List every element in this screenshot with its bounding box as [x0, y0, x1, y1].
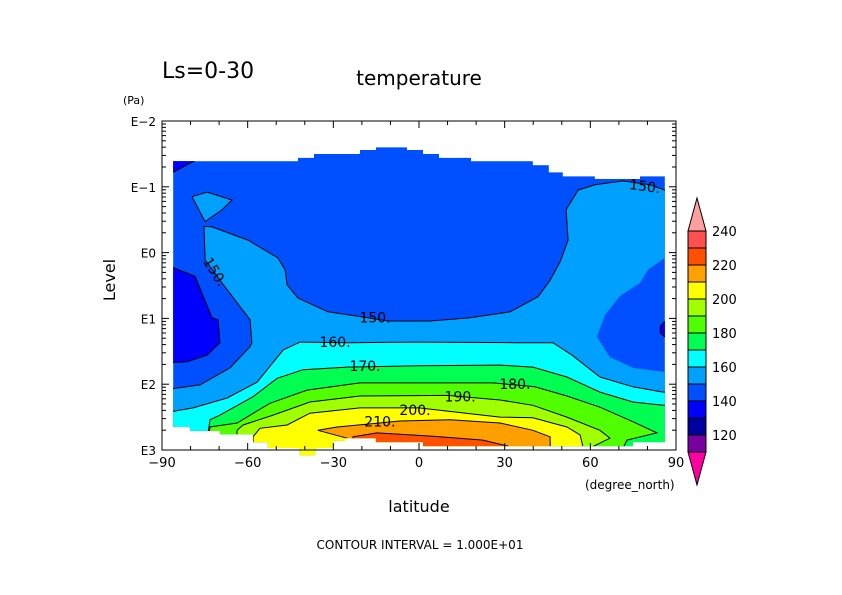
contour-label: 160.: [319, 335, 350, 351]
contour-label: 150.: [359, 311, 390, 327]
colorbar-extend-below: [687, 451, 707, 487]
y-tick-label: E−2: [131, 115, 156, 129]
contour-band-130-140: [173, 263, 220, 364]
contour-line: [659, 321, 665, 338]
contour-lines: [173, 160, 665, 456]
colorbar-box-110-120: [687, 434, 707, 453]
colorbar-box-160-170: [687, 349, 707, 368]
colorbar: 240 220 200 180 160 140 120: [687, 196, 737, 487]
colorbar-box-130-140: [687, 400, 707, 419]
x-tick-label: −30: [320, 456, 347, 471]
colorbar-box-150-160: [687, 366, 707, 385]
contour-label: 210.: [364, 415, 395, 431]
contour-band-130-140: [660, 321, 665, 337]
x-tick-label: 90: [668, 456, 685, 471]
colorbar-box-220-230: [687, 247, 707, 266]
contour-line: [173, 180, 665, 391]
colorbar-label: 180: [712, 327, 737, 342]
contour-line: [235, 394, 611, 456]
colorbar-extend-above: [687, 196, 707, 232]
y-tick-label: E−1: [131, 181, 156, 195]
contour-line: [173, 341, 665, 414]
contour-line: [204, 382, 659, 456]
colorbar-box-170-180: [687, 332, 707, 351]
y-axis-units: (Pa): [123, 94, 144, 107]
chart-title: temperature: [356, 66, 482, 90]
contour-line: [173, 262, 221, 364]
y-tick-label: E3: [141, 444, 156, 458]
colorbar-label: 160: [712, 361, 737, 376]
contour-label: 170.: [349, 359, 380, 375]
colorbar-box-140-150: [687, 383, 707, 402]
x-tick-label: −90: [148, 456, 175, 471]
colorbar-label: 140: [712, 395, 737, 410]
contour-line: [317, 419, 551, 456]
x-tick-label: −60: [234, 456, 261, 471]
colorbar-label: 200: [712, 293, 737, 308]
x-tick-label: 30: [496, 456, 513, 471]
y-tick-label: E2: [141, 378, 156, 392]
y-tick-label: E1: [141, 312, 156, 326]
x-axis-units: (degree_north): [585, 478, 675, 492]
colorbar-box-210-220: [687, 264, 707, 283]
colorbar-box-230-240: [687, 230, 707, 249]
colorbar-box-120-130: [687, 417, 707, 436]
x-axis-label: latitude: [388, 497, 449, 516]
contour-label: 190.: [445, 390, 476, 406]
contour-interval-note: CONTOUR INTERVAL = 1.000E+01: [317, 538, 524, 552]
chart-subtitle: Ls=0-30: [162, 59, 254, 84]
contour-band-150-160: [192, 192, 232, 222]
y-tick-label: E0: [141, 247, 156, 261]
colorbar-box-190-200: [687, 298, 707, 317]
contour-label: 200.: [399, 403, 430, 419]
colorbar-label: 240: [712, 225, 737, 240]
contour-line: [204, 364, 665, 456]
contour-line: [173, 160, 196, 175]
x-tick-label: 60: [582, 456, 599, 471]
contour-label: 180.: [499, 377, 530, 393]
axes: −90 −60 −30 0 30 60 90 E−2 E−1 E0 E1 E2 E3: [131, 115, 685, 471]
contour-line: [191, 191, 233, 223]
x-tick-label: 0: [415, 456, 423, 471]
colorbar-box-200-210: [687, 281, 707, 300]
contour-band-130-140: [173, 160, 196, 174]
colorbar-box-180-190: [687, 315, 707, 334]
contour-label: 150.: [628, 177, 661, 197]
y-axis-label: Level: [100, 259, 119, 301]
colorbar-label: 120: [712, 429, 737, 444]
contour-line: [252, 407, 584, 456]
contour-line: [352, 432, 509, 456]
colorbar-label: 220: [712, 259, 737, 274]
